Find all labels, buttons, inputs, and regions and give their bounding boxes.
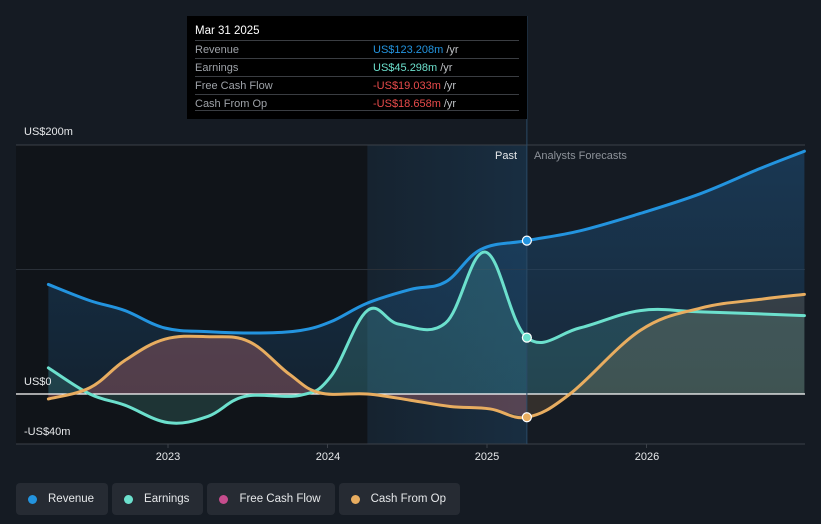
earnings-marker	[521, 332, 532, 343]
tooltip-value-text: US$45.298m	[373, 62, 438, 74]
x-tick-label-2023: 2023	[155, 451, 181, 463]
tooltip-label: Free Cash Flow	[195, 80, 273, 92]
y-tick-label-200: US$200m	[24, 126, 73, 138]
free-cash-flow-area	[48, 336, 527, 418]
legend-dot-icon	[350, 494, 360, 504]
tooltip-value: -US$18.658m/yr	[373, 98, 456, 110]
legend-label: Cash From Op	[370, 493, 447, 505]
cash-from-op-area	[48, 294, 805, 418]
legend-label: Earnings	[144, 493, 190, 505]
tooltip-value: -US$19.033m/yr	[373, 80, 456, 92]
tooltip-value: US$45.298m/yr	[373, 62, 452, 74]
x-tick-label-2025: 2025	[474, 451, 500, 463]
revenue-marker	[521, 235, 532, 246]
tooltip-value-text: -US$19.033m	[373, 80, 441, 92]
tooltip-label: Cash From Op	[195, 98, 268, 110]
tooltip-divider	[195, 110, 519, 111]
legend-item-earnings[interactable]: Earnings	[112, 483, 204, 515]
tooltip-unit: /yr	[443, 98, 457, 110]
legend-label: Revenue	[48, 493, 95, 505]
legend: Revenue Earnings Free Cash Flow Cash Fro…	[16, 483, 461, 515]
earnings-area	[48, 251, 805, 424]
y-tick-label-0: US$0	[24, 376, 52, 388]
legend-dot-icon	[28, 494, 37, 504]
x-tick-label-2026: 2026	[634, 451, 660, 463]
tooltip-row-revenue: Revenue US$123.208m/yr	[195, 40, 519, 59]
tooltip-unit: /yr	[440, 62, 453, 74]
cash-from-op-marker	[521, 412, 532, 423]
earnings-line	[46, 250, 806, 425]
cash-from-op-line	[46, 292, 806, 420]
legend-label: Free Cash Flow	[239, 493, 321, 505]
revenue-line	[46, 149, 806, 335]
tooltip-label: Revenue	[195, 44, 240, 56]
forecast-label: Analysts Forecasts	[534, 150, 627, 162]
tooltip-label: Earnings	[195, 62, 239, 74]
y-tick-label-neg40: -US$40m	[24, 426, 71, 438]
legend-item-free-cash-flow[interactable]: Free Cash Flow	[207, 483, 335, 515]
x-tick-marks	[167, 444, 647, 448]
legend-item-revenue[interactable]: Revenue	[16, 483, 109, 515]
tooltip-value-text: US$123.208m	[373, 44, 444, 56]
tooltip-value: US$123.208m/yr	[373, 44, 459, 56]
tooltip-unit: /yr	[446, 44, 459, 56]
tooltip-value-text: -US$18.658m	[373, 98, 441, 110]
series-dots	[521, 235, 532, 423]
series-lines	[46, 149, 806, 425]
legend-dot-icon	[219, 494, 229, 504]
past-label: Past	[495, 150, 518, 162]
x-tick-label-2024: 2024	[315, 451, 341, 463]
tooltip-row-earnings: Earnings US$45.298m/yr	[195, 58, 519, 77]
legend-dot-icon	[124, 494, 134, 504]
tooltip-date: Mar 31 2025	[195, 25, 260, 37]
tooltip-row-fcf: Free Cash Flow -US$19.033m/yr	[195, 76, 519, 95]
legend-item-cash-from-op[interactable]: Cash From Op	[338, 483, 461, 515]
tooltip-unit: /yr	[443, 80, 457, 92]
tooltip: Mar 31 2025 Revenue US$123.208m/yr Earni…	[187, 16, 527, 119]
tooltip-row-cfo: Cash From Op -US$18.658m/yr	[195, 94, 519, 113]
